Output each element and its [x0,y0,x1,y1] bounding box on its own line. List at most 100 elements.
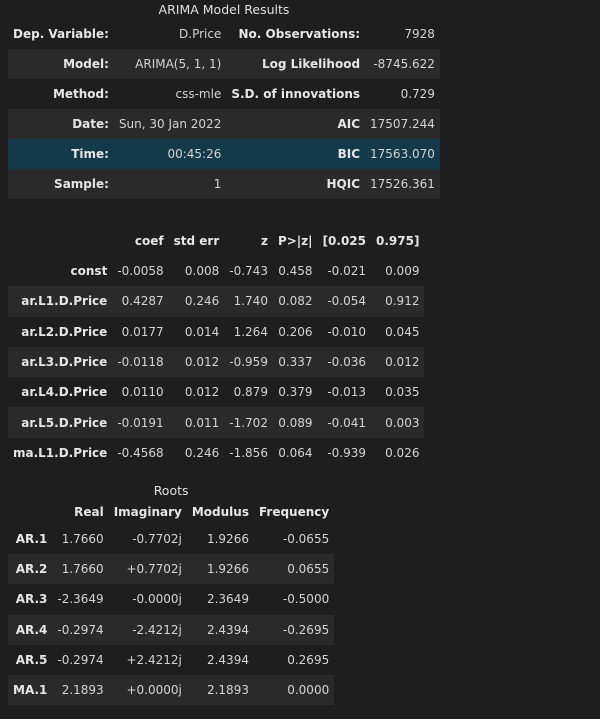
summary-row: Sample: 1 HQIC 17526.361 [8,169,440,199]
summary-value: Sun, 30 Jan 2022 [118,117,222,131]
roots-cell: 1.9266 [206,532,249,547]
roots-row: AR.1 1.7660 -0.7702j 1.9266 -0.0655 [8,524,335,555]
summary-label: S.D. of innovations [231,87,361,101]
coef-header-cell: std err [173,234,220,248]
summary-label: Method: [52,87,109,101]
summary-value: 17563.070 [370,147,435,161]
coef-cell: -0.010 [327,324,367,339]
roots-row: AR.4 -0.2974 -2.4212j 2.4394 -0.2695 [8,614,335,645]
coef-term: const [70,264,108,279]
roots-cell: -2.3649 [57,592,104,607]
summary-label: Log Likelihood [261,57,361,71]
coef-cell: -0.959 [229,355,268,370]
summary-value: 17526.361 [370,177,435,191]
coef-row: ar.L5.D.Price -0.0191 0.011 -1.702 0.089… [8,407,425,438]
roots-cell: +2.4212j [126,652,182,667]
model-summary-table: ARIMA Model Results Dep. Variable: D.Pri… [8,0,440,199]
coef-cell: -0.021 [327,264,367,279]
coef-cell: 0.045 [385,324,420,339]
roots-cell: 0.0000 [287,683,330,698]
summary-label: Time: [71,147,109,161]
roots-cell: 1.9266 [206,562,249,577]
roots-cell: -0.5000 [282,592,330,607]
summary-value: css-mle [175,87,222,101]
coef-row: ar.L1.D.Price 0.4287 0.246 1.740 0.082 -… [8,286,425,317]
coef-cell: 0.0177 [121,324,164,339]
coef-cell: 0.206 [278,324,313,339]
summary-label: BIC [337,147,361,161]
coef-cell: -0.036 [327,355,367,370]
roots-header-cell: Frequency [258,505,330,519]
coef-cell: -0.743 [229,264,268,279]
summary-row-hovered: Time: 00:45:26 BIC 17563.070 [8,139,440,169]
summary-value: D.Price [179,27,222,41]
roots-label: AR.5 [15,652,48,667]
summary-label: AIC [337,117,361,131]
coef-cell: 0.012 [385,355,420,370]
coef-cell: -0.054 [327,294,367,309]
summary-row: Dep. Variable: D.Price No. Observations:… [8,19,440,49]
roots-cell: +0.7702j [126,562,182,577]
summary-value: -8745.622 [373,57,435,71]
roots-cell: 2.4394 [206,652,249,667]
roots-cell: +0.0000j [126,683,182,698]
roots-cell: 1.7660 [61,532,104,547]
coef-header-cell: 0.975] [376,234,420,248]
coef-header-row: coef std err z P>|z| [0.025 0.975] [8,226,425,256]
coef-cell: 0.458 [278,264,313,279]
coef-cell: 0.912 [385,294,420,309]
coef-cell: 0.879 [233,385,268,400]
coef-cell: 1.264 [233,324,268,339]
summary-value: 17507.244 [370,117,435,131]
coef-term: ar.L3.D.Price [21,355,108,370]
roots-table: Roots Real Imaginary Modulus Frequency A… [8,482,335,706]
coef-term: ar.L4.D.Price [21,385,108,400]
coef-cell: 0.035 [385,385,420,400]
coef-cell: 0.246 [184,294,220,309]
coefficients-table: coef std err z P>|z| [0.025 0.975] const… [8,226,425,469]
coef-cell: -0.4568 [117,445,164,460]
coef-header-cell: z [260,234,268,248]
coef-row: ar.L2.D.Price 0.0177 0.014 1.264 0.206 -… [8,316,425,347]
coef-cell: 0.012 [184,385,220,400]
roots-cell: 0.0655 [287,562,330,577]
coef-cell: -0.939 [327,445,367,460]
coef-cell: 0.089 [278,415,313,430]
summary-label: Dep. Variable: [13,27,109,41]
coef-cell: -0.0118 [117,355,164,370]
summary-row: Model: ARIMA(5, 1, 1) Log Likelihood -87… [8,49,440,79]
coef-cell: 0.009 [385,264,420,279]
summary-label: Sample: [54,177,109,191]
coef-header-cell: coef [134,234,164,248]
roots-row: AR.3 -2.3649 -0.0000j 2.3649 -0.5000 [8,584,335,615]
coef-cell: 0.082 [278,294,313,309]
coef-cell: -1.702 [229,415,268,430]
summary-label: Date: [72,117,109,131]
roots-cell: -0.2974 [57,622,104,637]
roots-header-cell: Real [74,505,104,519]
roots-cell: -0.7702j [132,532,182,547]
coef-cell: -0.0191 [117,415,164,430]
coef-cell: 0.008 [184,264,220,279]
roots-cell: -2.4212j [132,622,182,637]
coef-cell: 0.026 [385,445,420,460]
roots-row: AR.5 -0.2974 +2.4212j 2.4394 0.2695 [8,644,335,675]
coef-row: ar.L4.D.Price 0.0110 0.012 0.879 0.379 -… [8,377,425,408]
roots-cell: 1.7660 [61,562,104,577]
coef-row: const -0.0058 0.008 -0.743 0.458 -0.021 … [8,256,425,287]
coef-cell: 0.379 [278,385,313,400]
coef-cell: 1.740 [233,294,268,309]
coef-row: ma.L1.D.Price -0.4568 0.246 -1.856 0.064… [8,437,425,469]
roots-header-cell: Imaginary [113,505,182,519]
roots-cell: 0.2695 [287,652,330,667]
summary-value: 7928 [404,27,435,41]
roots-row: AR.2 1.7660 +0.7702j 1.9266 0.0655 [8,554,335,585]
summary-label: No. Observations: [238,27,361,41]
coef-term: ar.L1.D.Price [21,294,108,309]
summary-caption: ARIMA Model Results [158,2,290,17]
coef-cell: 0.003 [385,415,420,430]
roots-row: MA.1 2.1893 +0.0000j 2.1893 0.0000 [8,674,335,706]
summary-label: HQIC [326,177,361,191]
roots-label: AR.4 [15,622,48,637]
roots-header-cell [8,500,52,524]
